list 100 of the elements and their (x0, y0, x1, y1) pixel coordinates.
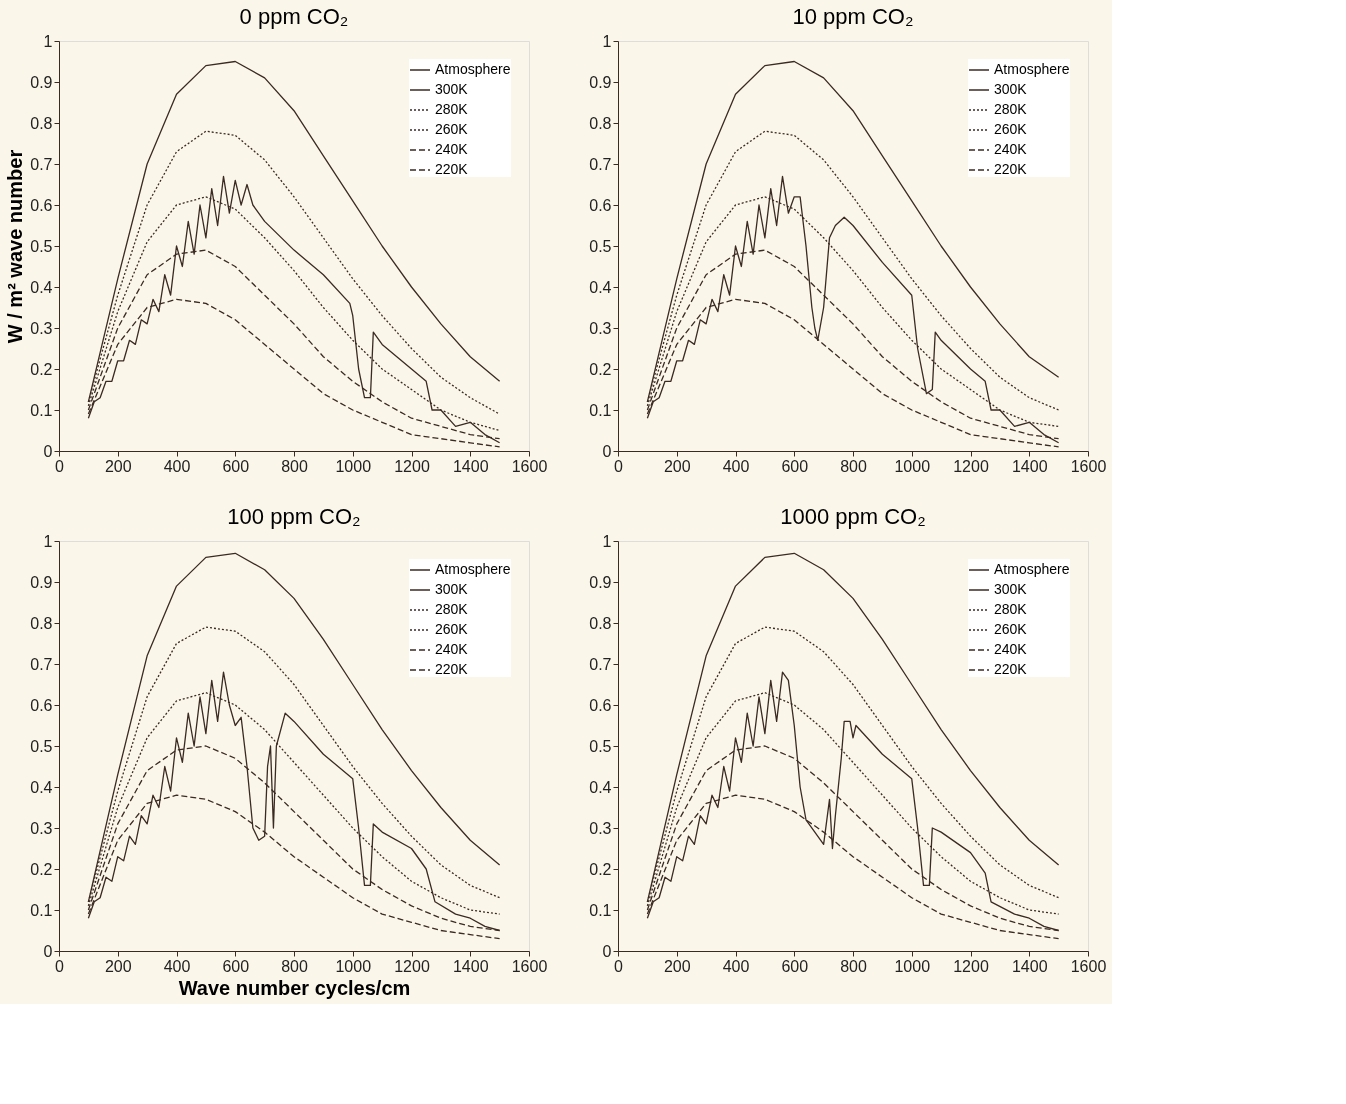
y-tick-label: 0.6 (589, 196, 612, 214)
x-tick-label: 400 (163, 957, 191, 975)
x-tick-label: 1600 (511, 457, 548, 475)
y-tick-label: 0.1 (30, 901, 53, 919)
legend-label: 260K (435, 621, 469, 637)
y-tick-label: 1 (602, 532, 612, 550)
y-tick-label: 0.9 (30, 573, 53, 591)
legend-label: 260K (994, 621, 1028, 637)
y-tick-label: 0.6 (30, 196, 53, 214)
x-tick-label: 400 (722, 957, 750, 975)
legend-label: 240K (435, 141, 469, 157)
x-tick-label: 1000 (335, 457, 372, 475)
x-tick-label: 0 (614, 457, 624, 475)
y-tick-label: 0 (43, 942, 53, 960)
x-tick-label: 0 (55, 457, 65, 475)
x-tick-label: 200 (104, 457, 132, 475)
y-tick-label: 0.3 (30, 819, 53, 837)
chart-title: 0 ppm CO₂ (239, 4, 349, 29)
y-tick-label: 0.1 (589, 901, 612, 919)
x-tick-label: 1000 (894, 457, 931, 475)
x-tick-label: 200 (663, 457, 691, 475)
legend-label: 280K (994, 101, 1028, 117)
y-tick-label: 0.1 (30, 401, 53, 419)
y-tick-label: 1 (602, 32, 612, 50)
chart-title: 1000 ppm CO₂ (780, 504, 926, 529)
chart-title: 10 ppm CO₂ (792, 4, 914, 29)
legend-label: 220K (435, 661, 469, 677)
y-tick-label: 0.7 (589, 655, 612, 673)
x-tick-label: 1200 (953, 457, 989, 475)
legend-label: 260K (435, 121, 469, 137)
x-tick-label: 1600 (1070, 457, 1107, 475)
y-tick-label: 0 (602, 942, 612, 960)
y-tick-label: 0 (602, 442, 612, 460)
legend-label: 300K (435, 581, 469, 597)
x-tick-label: 1400 (452, 957, 489, 975)
x-tick-label: 600 (222, 957, 250, 975)
y-tick-label: 0.6 (30, 696, 53, 714)
y-tick-label: 0.7 (30, 155, 53, 173)
y-tick-label: 0.4 (589, 778, 612, 796)
y-tick-label: 0.5 (30, 237, 53, 255)
y-tick-label: 0.9 (589, 73, 612, 91)
x-tick-label: 1400 (1011, 957, 1048, 975)
legend-label: 240K (994, 641, 1028, 657)
x-tick-label: 600 (222, 457, 250, 475)
y-tick-label: 0.5 (589, 737, 612, 755)
x-tick-label: 800 (281, 957, 308, 975)
y-tick-label: 0.2 (589, 360, 612, 378)
y-tick-label: 0.6 (589, 696, 612, 714)
y-tick-label: 0.8 (589, 114, 612, 132)
y-tick-label: 0.4 (589, 278, 612, 296)
x-tick-label: 800 (840, 957, 867, 975)
y-tick-label: 0.2 (589, 860, 612, 878)
x-tick-label: 600 (781, 457, 809, 475)
y-tick-label: 0.2 (30, 360, 53, 378)
y-tick-label: 1 (43, 32, 53, 50)
y-tick-label: 0.2 (30, 860, 53, 878)
x-tick-label: 0 (55, 957, 65, 975)
legend-label: Atmosphere (435, 61, 511, 77)
y-tick-label: 0.7 (589, 155, 612, 173)
x-tick-label: 1200 (394, 457, 430, 475)
y-tick-label: 0.3 (589, 319, 612, 337)
legend-label: 300K (994, 81, 1028, 97)
y-tick-label: 0 (43, 442, 53, 460)
x-tick-label: 800 (281, 457, 308, 475)
y-tick-label: 0.3 (30, 319, 53, 337)
x-tick-label: 1000 (894, 957, 931, 975)
y-tick-label: 0.9 (589, 573, 612, 591)
y-tick-label: 0.8 (30, 114, 53, 132)
x-tick-label: 1600 (511, 957, 548, 975)
y-tick-label: 0.5 (30, 737, 53, 755)
x-tick-label: 800 (840, 457, 867, 475)
legend-label: 240K (994, 141, 1028, 157)
x-axis-title: Wave number cycles/cm (178, 976, 411, 999)
y-axis-title: W / m² wave number (4, 149, 27, 344)
y-tick-label: 0.7 (30, 655, 53, 673)
y-tick-label: 0.1 (589, 401, 612, 419)
x-tick-label: 1200 (953, 957, 989, 975)
x-tick-label: 0 (614, 957, 624, 975)
x-tick-label: 1000 (335, 957, 372, 975)
legend-label: 280K (994, 601, 1028, 617)
legend-label: Atmosphere (994, 561, 1070, 577)
legend-label: 220K (435, 161, 469, 177)
y-tick-label: 0.8 (30, 614, 53, 632)
y-tick-label: 0.3 (589, 819, 612, 837)
x-tick-label: 200 (104, 957, 132, 975)
y-tick-label: 0.9 (30, 73, 53, 91)
legend-label: 300K (994, 581, 1028, 597)
y-tick-label: 1 (43, 532, 53, 550)
legend-label: Atmosphere (994, 61, 1070, 77)
x-tick-label: 600 (781, 957, 809, 975)
y-tick-label: 0.4 (30, 278, 53, 296)
x-tick-label: 400 (722, 457, 750, 475)
legend-label: 260K (994, 121, 1028, 137)
legend-label: 240K (435, 641, 469, 657)
x-tick-label: 1400 (1011, 457, 1048, 475)
legend-label: 220K (994, 161, 1028, 177)
x-tick-label: 200 (663, 957, 691, 975)
x-tick-label: 1200 (394, 957, 430, 975)
y-tick-label: 0.4 (30, 778, 53, 796)
legend-label: Atmosphere (435, 561, 511, 577)
